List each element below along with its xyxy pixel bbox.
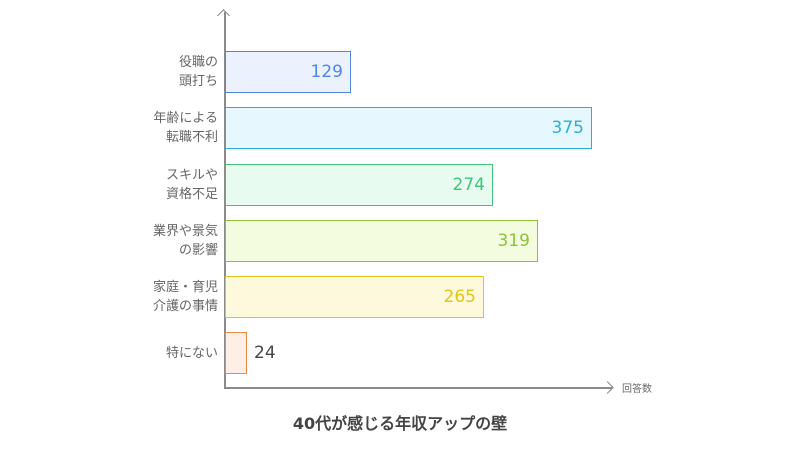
bar-row: 年齢による転職不利 375 xyxy=(0,107,800,149)
value-label: 265 xyxy=(443,287,476,307)
value-label: 319 xyxy=(497,231,530,251)
bar-row: 特にない 24 xyxy=(0,332,800,374)
bar xyxy=(225,220,538,262)
bar-row: 役職の頭打ち 129 xyxy=(0,51,800,93)
category-label-line2: 転職不利 xyxy=(165,130,218,145)
category-label-line2: 頭打ち xyxy=(178,74,218,89)
bar xyxy=(225,107,592,149)
category-label-line1: 役職の xyxy=(178,55,218,70)
category-label: 役職の 頭打ち xyxy=(179,51,218,93)
bar xyxy=(225,164,493,206)
x-axis-arrow-icon xyxy=(601,381,614,394)
bar-row: 家庭・育児介護の事情 265 xyxy=(0,276,800,318)
category-label: 年齢による転職不利 xyxy=(153,107,218,149)
category-label-line2: 資格不足 xyxy=(165,187,218,202)
category-label: 家庭・育児介護の事情 xyxy=(153,276,218,318)
value-label: 375 xyxy=(551,118,584,138)
bar xyxy=(225,332,247,374)
y-axis-arrow-icon xyxy=(217,9,230,22)
category-label: 業界や景気の影響 xyxy=(153,220,218,262)
chart-title: 40代が感じる年収アップの壁 xyxy=(292,414,508,433)
category-label-line2: 介護の事情 xyxy=(152,299,218,314)
category-label-line1: 家庭・育児 xyxy=(152,280,218,295)
bar xyxy=(225,51,351,93)
x-axis xyxy=(224,387,612,389)
category-label-line1: 特にない xyxy=(165,345,218,361)
bar-row: 業界や景気の影響 319 xyxy=(0,220,800,262)
category-label-line2: の影響 xyxy=(178,243,218,258)
category-label: スキルや 資格不足 xyxy=(166,164,218,206)
category-label-line1: 年齢による xyxy=(153,111,218,126)
value-label: 24 xyxy=(254,343,276,363)
y-axis xyxy=(224,12,226,388)
bar xyxy=(225,276,484,318)
value-label: 129 xyxy=(310,62,343,82)
bar-row: スキルや資格不足 274 xyxy=(0,164,800,206)
category-label: 特にない xyxy=(166,332,218,374)
x-axis-label: 回答数 xyxy=(622,384,652,395)
category-label-line1: 業界や景気 xyxy=(152,224,218,239)
value-label: 274 xyxy=(452,175,485,195)
category-label-line1: スキルや xyxy=(165,168,218,183)
